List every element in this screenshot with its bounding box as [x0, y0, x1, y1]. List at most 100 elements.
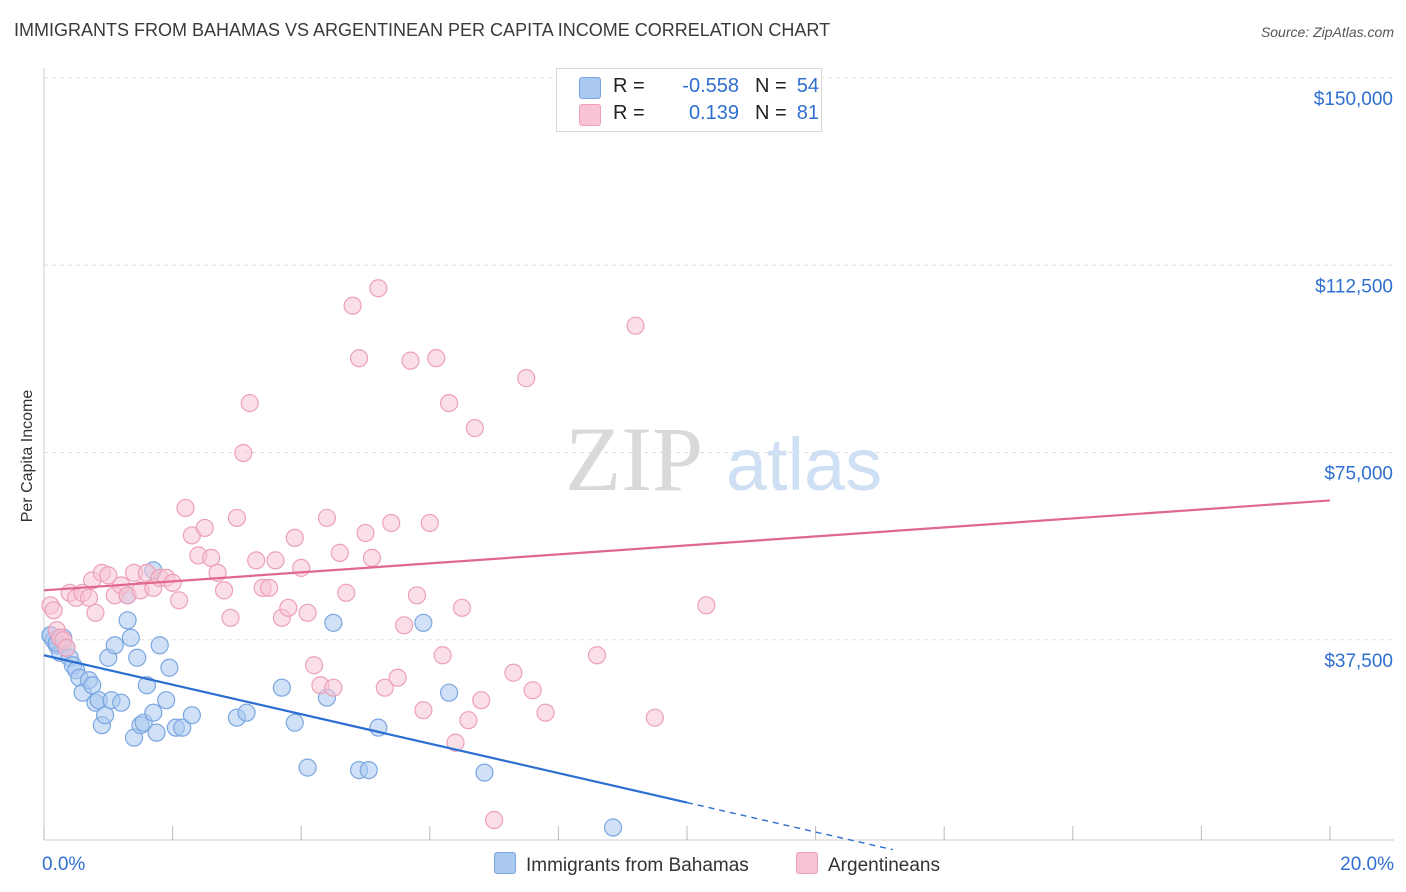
point-argentineans [79, 588, 99, 607]
point-argentineans [304, 656, 324, 675]
data-points [41, 279, 716, 837]
bottom-legend-swatch-argentineans [796, 852, 818, 874]
point-argentineans [369, 279, 388, 298]
point-argentineans [536, 703, 555, 722]
point-argentineans [298, 603, 317, 622]
point-argentineans [317, 508, 337, 528]
source-label: Source: ZipAtlas.com [1260, 24, 1394, 40]
point-argentineans [234, 443, 253, 463]
trend-lines [43, 499, 1331, 851]
point-argentineans [375, 678, 394, 697]
watermark-atlas: atlas [726, 423, 882, 506]
point-argentineans [465, 418, 484, 438]
point-argentineans [221, 608, 240, 627]
point-argentineans [362, 548, 382, 567]
point-argentineans [472, 691, 491, 710]
point-argentineans [324, 678, 343, 697]
point-bahamas [414, 613, 433, 632]
point-bahamas [237, 703, 256, 722]
point-bahamas [182, 706, 201, 725]
point-argentineans [388, 668, 407, 687]
trend-line-argentineans [43, 499, 1331, 592]
axes [43, 68, 1394, 841]
point-bahamas [603, 818, 623, 837]
bottom-legend-swatch-bahamas [494, 852, 516, 874]
point-argentineans [279, 598, 298, 617]
point-bahamas [144, 703, 163, 722]
point-argentineans [337, 583, 356, 602]
point-argentineans [240, 393, 259, 413]
legend-n-label: N = [755, 75, 787, 97]
point-argentineans [446, 733, 465, 752]
point-argentineans [176, 498, 195, 518]
point-bahamas [95, 706, 115, 725]
point-argentineans [330, 543, 349, 562]
y-tick-label: $112,500 [1315, 276, 1393, 297]
point-argentineans [356, 523, 375, 543]
grid-lines [44, 77, 1394, 641]
point-bahamas [105, 636, 124, 655]
point-argentineans [401, 351, 420, 370]
legend-r-value: -0.558 [682, 75, 739, 97]
point-bahamas [359, 760, 378, 780]
point-argentineans [195, 518, 214, 538]
point-argentineans [504, 663, 523, 682]
point-argentineans [523, 681, 542, 700]
legend-swatch-bahamas [579, 77, 601, 99]
point-argentineans [266, 551, 285, 570]
point-argentineans [452, 598, 472, 617]
point-argentineans [349, 349, 369, 368]
point-argentineans [407, 586, 427, 605]
correlation-legend: R = -0.558 N = 54 R = 0.139 N = 81 [556, 68, 822, 132]
legend-swatch-argentineans [579, 104, 601, 126]
legend-n-value: 81 [796, 102, 819, 124]
bottom-legend-label-bahamas: Immigrants from Bahamas [526, 855, 749, 876]
legend-r-label: R = [613, 75, 645, 97]
point-argentineans [285, 528, 304, 548]
x-tick-label: 0.0% [42, 854, 85, 875]
legend-r-label: R = [613, 102, 645, 124]
bottom-legend-label-argentineans: Argentineans [828, 855, 940, 876]
point-argentineans [420, 513, 439, 533]
point-bahamas [285, 713, 304, 732]
point-bahamas [160, 658, 179, 677]
point-argentineans [485, 810, 504, 830]
point-argentineans [214, 581, 234, 600]
point-argentineans [427, 349, 446, 368]
point-bahamas [298, 758, 317, 777]
y-tick-label: $75,000 [1324, 464, 1393, 485]
point-bahamas [147, 723, 166, 742]
point-bahamas [128, 648, 147, 667]
point-argentineans [382, 513, 401, 533]
point-bahamas [439, 683, 459, 702]
point-argentineans [343, 296, 362, 315]
point-argentineans [517, 369, 536, 388]
point-argentineans [697, 596, 716, 615]
point-bahamas [324, 613, 343, 632]
point-argentineans [645, 708, 664, 727]
point-argentineans [626, 316, 645, 335]
point-argentineans [414, 701, 433, 720]
chart-title: IMMIGRANTS FROM BAHAMAS VS ARGENTINEAN P… [14, 20, 831, 40]
point-bahamas [137, 676, 156, 695]
watermark: ZIP atlas [565, 408, 882, 510]
trend-line-bahamas [43, 654, 688, 804]
y-tick-label: $37,500 [1324, 651, 1393, 672]
point-argentineans [394, 616, 414, 635]
legend-n-label: N = [755, 102, 787, 124]
bottom-legend-bahamas: Immigrants from Bahamas [494, 852, 749, 877]
point-argentineans [459, 711, 478, 730]
point-argentineans [86, 603, 105, 622]
tick-labels: $37,500 $75,000 $112,500 $150,000 0.0% 20.0% [42, 89, 1394, 875]
point-bahamas [157, 691, 176, 710]
point-bahamas [118, 611, 137, 630]
bottom-legend-argentineans: Argentineans [796, 852, 940, 877]
point-argentineans [57, 638, 76, 657]
trend-line-bahamas-extension [686, 801, 893, 851]
point-bahamas [121, 628, 140, 647]
point-argentineans [433, 646, 452, 665]
point-argentineans [227, 508, 246, 528]
point-bahamas [83, 676, 102, 695]
point-argentineans [99, 566, 118, 585]
point-bahamas [150, 636, 169, 655]
